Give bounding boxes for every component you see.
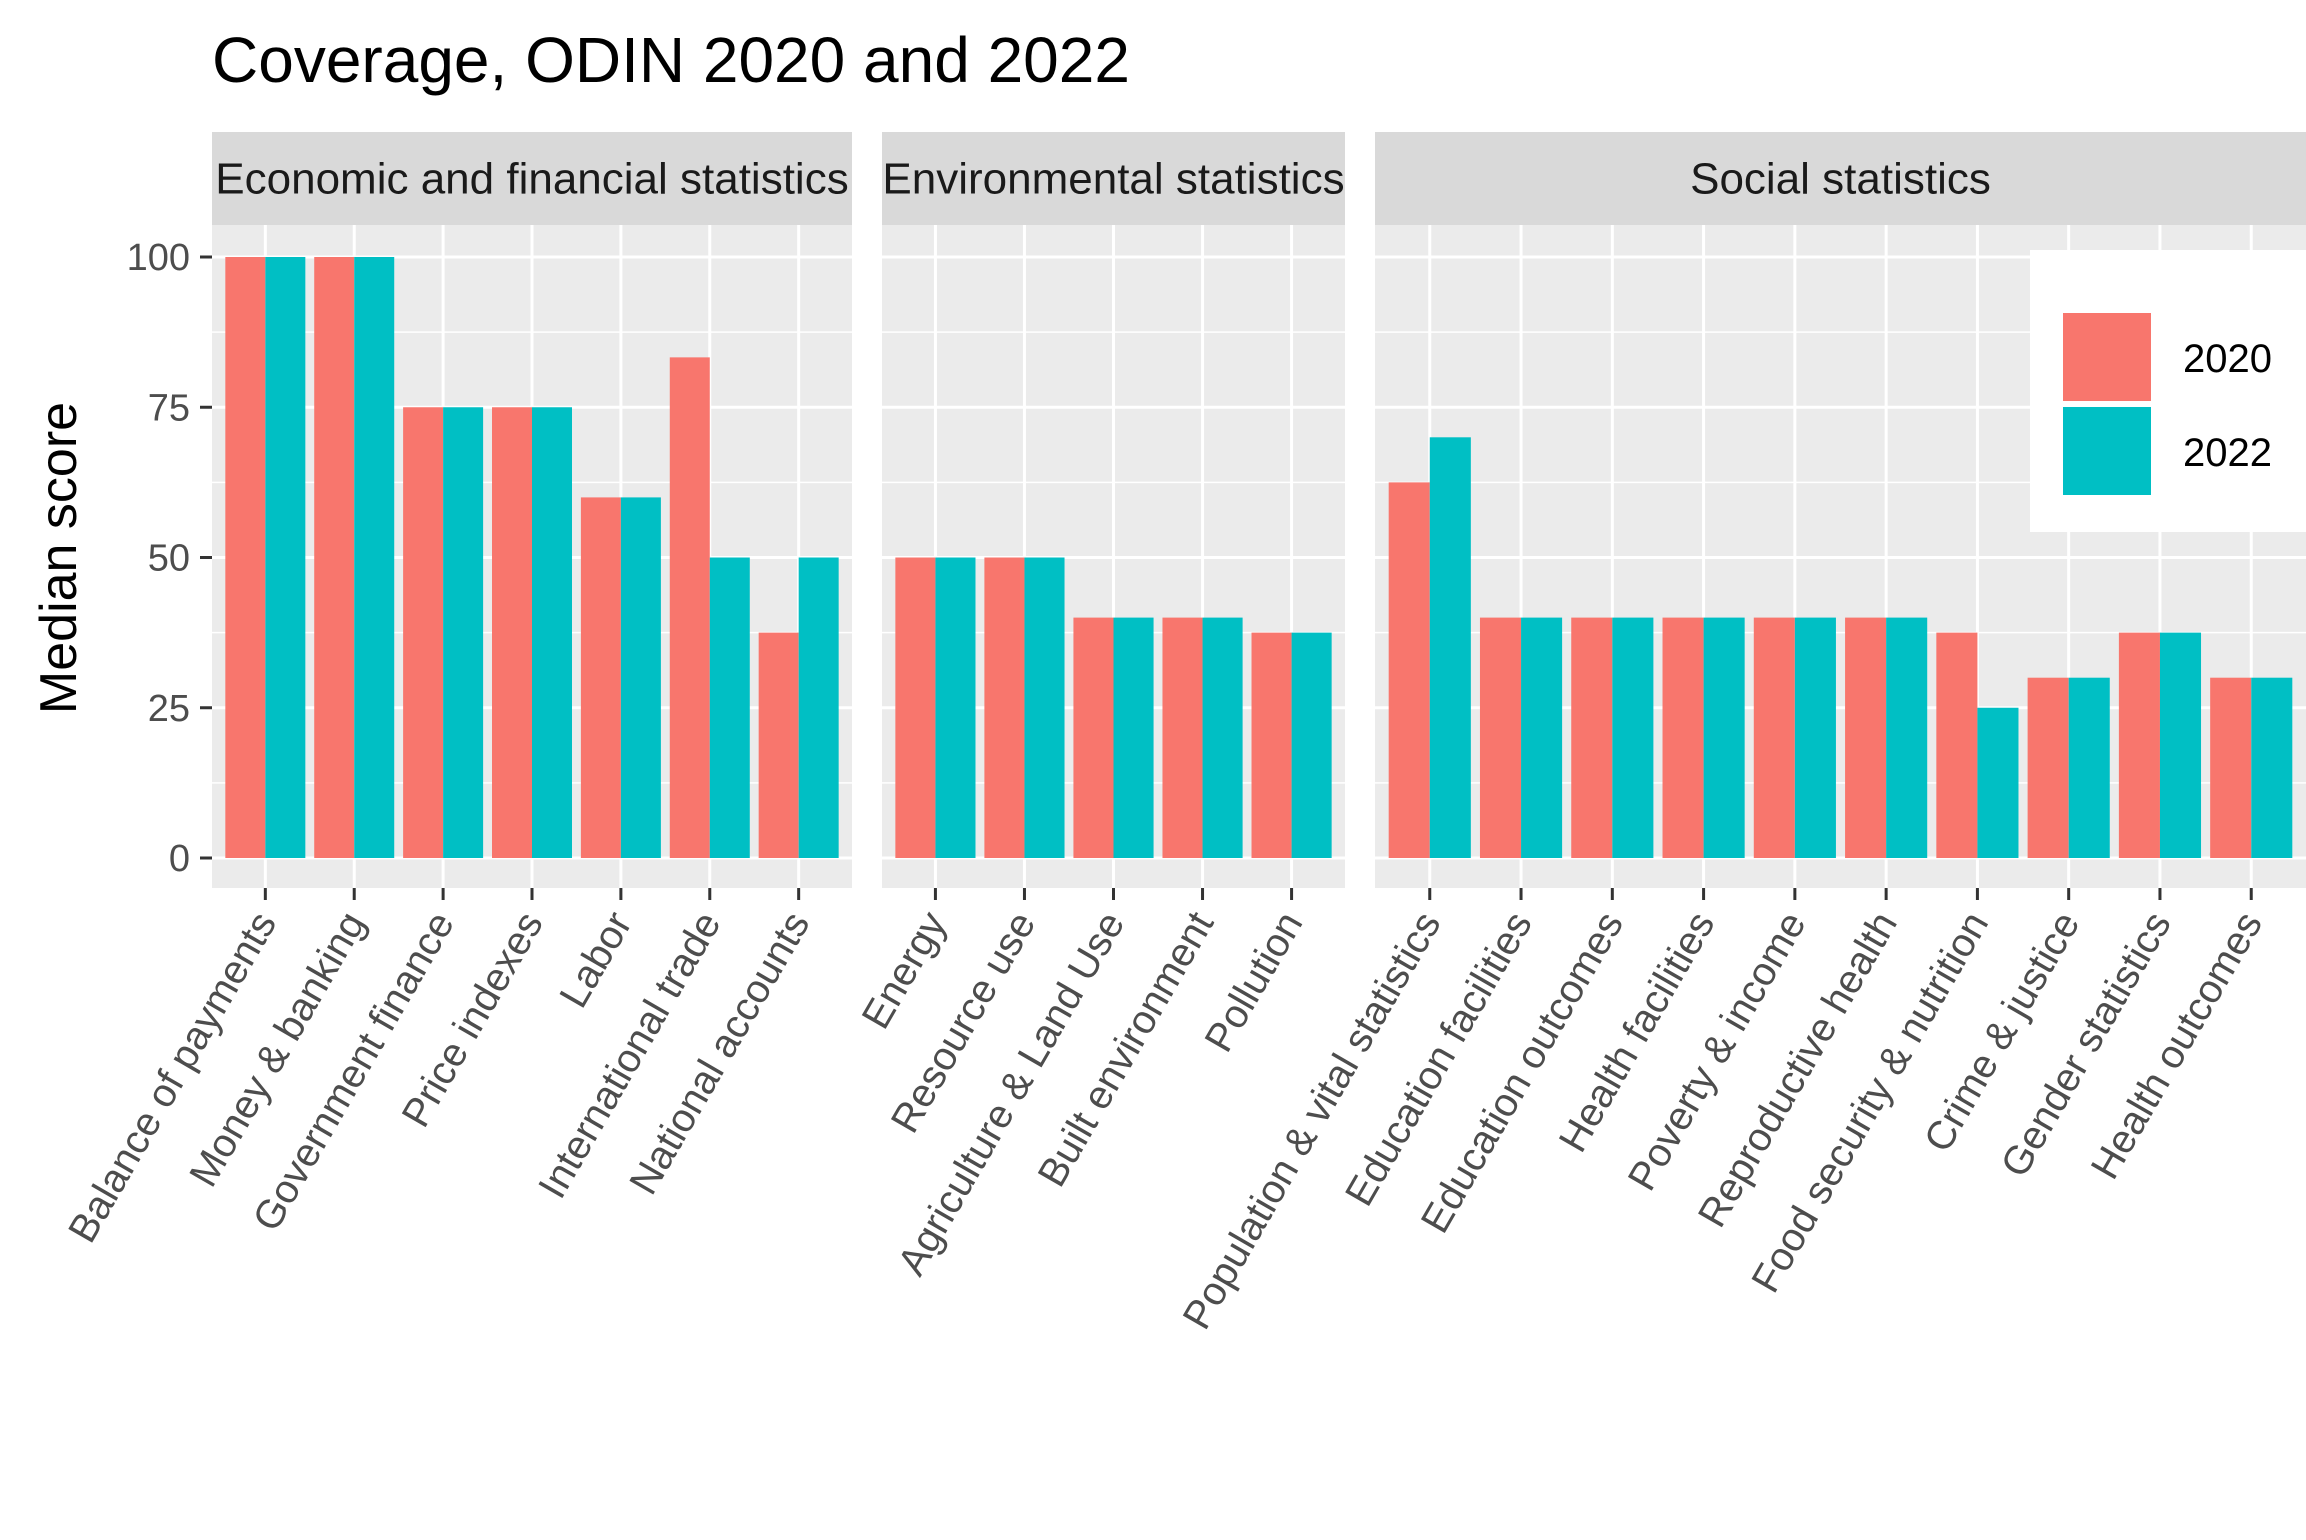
bar-2022 (1291, 632, 1332, 858)
bar-2022 (1977, 707, 2019, 858)
bar-2022 (1521, 617, 1563, 858)
bar-2020 (580, 497, 621, 858)
legend: 2020 2022 (2030, 250, 2306, 532)
bar-2020 (225, 257, 266, 858)
y-tick-label: 0 (169, 838, 190, 880)
legend-key-2020 (2063, 313, 2151, 401)
bar-2020 (1251, 632, 1292, 858)
facets-layer: Economic and financial statisticsBalance… (60, 132, 2306, 1337)
bar-2022 (2159, 632, 2202, 858)
facet-strip (882, 132, 1345, 225)
legend-label-2020: 2020 (2183, 337, 2272, 381)
bar-2020 (895, 557, 936, 858)
legend-label-2022: 2022 (2183, 431, 2272, 475)
bar-2022 (1024, 557, 1065, 858)
bar-2022 (265, 257, 306, 858)
bar-2022 (2251, 677, 2293, 858)
bar-2022 (709, 557, 750, 858)
bar-2020 (1073, 617, 1114, 858)
bar-2020 (1479, 617, 1522, 858)
y-tick-label: 50 (148, 538, 190, 580)
bar-2022 (1612, 617, 1654, 858)
facet-strip-label: Social statistics (1690, 155, 1991, 204)
bar-2020 (314, 257, 355, 858)
bar-2022 (1703, 617, 1745, 858)
bar-2020 (1845, 617, 1887, 858)
bar-2022 (1113, 617, 1154, 858)
chart-title: Coverage, ODIN 2020 and 2022 (212, 24, 1130, 96)
facet-strip (212, 132, 852, 225)
bar-2022 (935, 557, 976, 858)
y-tick-label: 100 (127, 237, 190, 279)
bar-2020 (758, 632, 799, 858)
bar-2020 (1571, 617, 1613, 858)
bar-2022 (1886, 617, 1928, 858)
bar-2020 (492, 407, 532, 858)
bar-2020 (1388, 482, 1430, 858)
bar-2022 (798, 557, 839, 858)
legend-key-2022 (2063, 407, 2151, 495)
facet-strip-label: Environmental statistics (882, 155, 1344, 204)
bar-2020 (1662, 617, 1704, 858)
bar-2020 (2210, 677, 2252, 858)
bar-2020 (1936, 632, 1978, 858)
bar-2020 (2027, 677, 2069, 858)
x-tick-label: Labor (551, 905, 640, 1016)
bar-2020 (1753, 617, 1795, 858)
bar-2020 (403, 407, 444, 858)
bar-2022 (532, 407, 572, 858)
bar-2020 (669, 357, 710, 858)
bar-2020 (984, 557, 1025, 858)
bar-2022 (620, 497, 661, 858)
bar-2022 (443, 407, 484, 858)
x-tick-label: Health outcomes (2083, 905, 2271, 1187)
bar-2022 (1794, 617, 1836, 858)
bar-2022 (1202, 617, 1243, 858)
bar-2020 (1162, 617, 1203, 858)
facet-strip-label: Economic and financial statistics (215, 155, 848, 204)
facet-strip (1375, 132, 2306, 225)
bar-2022 (2068, 677, 2110, 858)
bar-2022 (1429, 437, 1471, 858)
y-tick-label: 75 (148, 387, 190, 429)
y-tick-label: 25 (148, 688, 190, 730)
bar-2020 (2118, 632, 2160, 858)
bar-2022 (354, 257, 395, 858)
y-axis: 0 25 50 75 100 (127, 237, 212, 880)
y-axis-title: Median score (30, 402, 88, 714)
x-tick-label: Energy (854, 905, 955, 1037)
